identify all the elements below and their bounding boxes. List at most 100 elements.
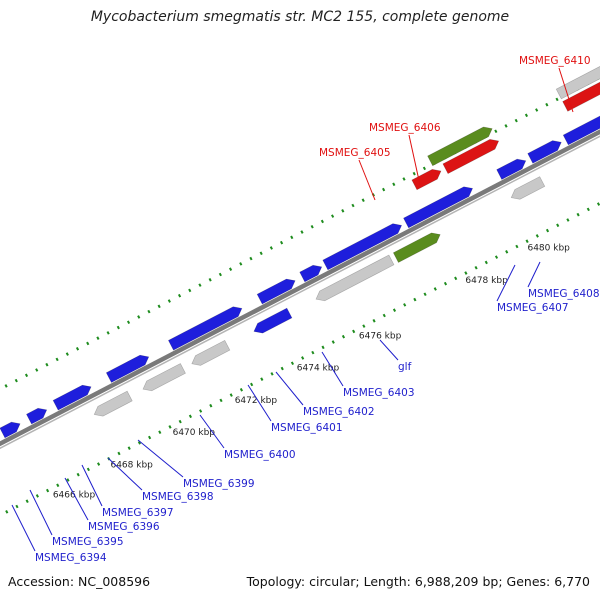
gene-label[interactable]: MSMEG_6396 [88,521,160,533]
tick-mark [443,281,448,286]
tick-mark [433,287,437,291]
tick-mark [310,224,314,229]
tick-mark [454,276,458,281]
tick-mark [372,319,376,323]
tick-mark [65,352,69,356]
gene-label[interactable]: MSMEG_6408 [528,288,600,300]
label-leader-line [496,264,516,302]
gene-arrow[interactable] [411,169,442,191]
tick-mark [56,483,60,488]
tick-mark [545,228,550,233]
tick-mark [341,334,346,339]
tick-label: 6480 kbp [527,244,570,254]
gene-label[interactable]: glf [398,361,412,373]
label-leader-line [137,439,184,478]
tick-mark [106,331,110,335]
gene-label[interactable]: MSMEG_6403 [343,387,415,399]
tick-mark [514,118,518,123]
gene-arrow[interactable] [510,176,546,200]
gene-arrow[interactable] [496,158,527,180]
gene-arrow[interactable] [555,46,600,100]
gene-arrow[interactable] [299,264,323,283]
tick-mark [147,309,151,314]
gene-arrow[interactable] [0,421,21,439]
gene-label[interactable]: MSMEG_6400 [224,449,296,461]
gene-label[interactable]: MSMEG_6397 [102,507,174,519]
gene-label[interactable]: MSMEG_6394 [35,552,107,564]
gene-label[interactable]: MSMEG_6410 [519,55,591,67]
tick-mark [423,292,427,297]
tick-mark [76,472,80,477]
tick-mark [382,313,386,318]
tick-mark [494,129,498,134]
gene-arrow[interactable] [26,407,48,425]
backbone-highlight [0,135,600,450]
tick-mark [392,182,396,187]
tick-mark [525,239,529,244]
tick-mark [382,187,386,192]
tick-mark [86,341,90,346]
tick-mark [117,451,121,456]
genome-summary-text: Topology: circular; Length: 6,988,209 bp… [246,574,590,589]
tick-mark [178,419,182,424]
gene-label[interactable]: MSMEG_6401 [271,422,343,434]
gene-arrow[interactable] [168,306,243,351]
tick-mark [545,102,549,107]
label-leader-line [247,384,272,422]
tick-mark [177,293,182,298]
tick-mark [474,265,478,270]
gene-label[interactable]: MSMEG_6395 [52,536,124,548]
gene-label[interactable]: MSMEG_6398 [142,491,214,503]
tick-mark [320,219,324,224]
gene-label[interactable]: MSMEG_6407 [497,302,569,314]
tick-mark [97,462,101,466]
tick-mark [168,425,172,429]
label-leader-line [64,477,89,521]
backbone-line [0,129,600,447]
gene-arrow[interactable] [403,186,474,229]
tick-label: 6474 kbp [297,364,340,374]
gene-arrow[interactable] [52,384,92,411]
tick-mark [352,329,356,334]
label-leader-line [29,489,53,536]
label-leader-line [81,464,103,507]
gene-arrow[interactable] [562,59,600,112]
gene-arrow[interactable] [392,232,441,263]
gene-arrow[interactable] [562,113,600,146]
gene-arrow[interactable] [93,390,133,417]
tick-mark [148,435,152,440]
tick-mark [188,288,192,293]
gene-arrow[interactable] [142,363,186,392]
tick-mark [75,346,80,351]
tick-mark [300,230,304,234]
tick-mark [361,198,365,203]
gene-arrow[interactable] [105,354,150,383]
tick-mark [35,368,39,372]
tick-label: 6472 kbp [235,396,278,406]
gene-arrow[interactable] [442,139,500,174]
gene-label[interactable]: MSMEG_6405 [319,147,391,159]
gene-arrow[interactable] [256,278,296,305]
tick-mark [229,393,233,397]
gene-arrow[interactable] [253,307,293,334]
label-leader-line [408,134,421,186]
tick-mark [556,223,560,228]
gene-arrow[interactable] [427,126,493,167]
gene-label[interactable]: MSMEG_6406 [369,122,441,134]
tick-mark [35,494,39,498]
label-leader-line [321,351,344,387]
gene-label[interactable]: MSMEG_6399 [183,478,255,490]
gene-arrow[interactable] [527,140,562,164]
tick-mark [14,378,18,383]
tick-mark [596,202,600,206]
tick-mark [249,256,253,261]
tick-mark [260,377,264,381]
tick-mark [218,272,222,277]
gene-arrow[interactable] [191,339,231,366]
tick-mark [290,235,294,240]
gene-arrow[interactable] [322,223,403,271]
tick-mark [535,234,539,238]
gene-arrow[interactable] [315,254,395,302]
gene-label[interactable]: MSMEG_6402 [303,406,375,418]
